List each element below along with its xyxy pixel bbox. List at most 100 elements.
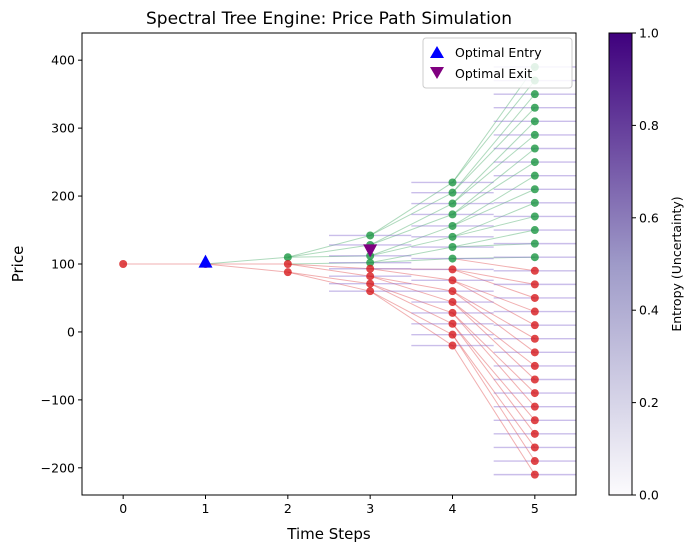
colorbar: 0.0 0.2 0.4 0.6 0.8 1.0 Entropy (Uncertainty) bbox=[608, 26, 684, 503]
price-node bbox=[530, 470, 539, 479]
colorbar-tick-label: 0.2 bbox=[639, 395, 659, 410]
price-node bbox=[448, 221, 457, 230]
y-tick-label: −200 bbox=[41, 460, 75, 475]
path-line bbox=[370, 275, 453, 292]
path-line bbox=[452, 345, 536, 475]
path-line bbox=[370, 246, 453, 264]
price-node bbox=[448, 210, 457, 219]
path-line bbox=[452, 290, 536, 340]
y-tick-label: 100 bbox=[51, 257, 75, 272]
path-line bbox=[452, 134, 536, 204]
y-tick-label: 300 bbox=[51, 121, 75, 136]
path-line bbox=[452, 312, 536, 408]
x-tick-label: 2 bbox=[284, 501, 292, 516]
path-line bbox=[287, 271, 371, 292]
path-line bbox=[452, 107, 536, 194]
price-node bbox=[448, 298, 457, 307]
colorbar-gradient bbox=[608, 32, 633, 496]
path-line bbox=[370, 268, 453, 281]
path-line bbox=[452, 323, 536, 435]
x-tick-label: 0 bbox=[119, 501, 127, 516]
price-node bbox=[530, 416, 539, 425]
path-line bbox=[370, 236, 453, 257]
price-node bbox=[366, 258, 375, 267]
price-node bbox=[530, 293, 539, 302]
path-line bbox=[452, 229, 535, 248]
price-node bbox=[530, 266, 539, 275]
price-node bbox=[366, 287, 375, 296]
price-node bbox=[530, 117, 539, 126]
x-axis-label: Time Steps bbox=[286, 525, 371, 543]
path-line bbox=[452, 243, 535, 248]
path-line bbox=[369, 290, 453, 336]
colorbar-tick-label: 0.6 bbox=[639, 210, 659, 225]
price-node bbox=[530, 212, 539, 221]
price-node bbox=[366, 279, 375, 288]
price-node bbox=[283, 253, 292, 262]
x-tick-label: 4 bbox=[449, 501, 457, 516]
price-node bbox=[530, 443, 539, 452]
path-line bbox=[452, 279, 536, 313]
price-node bbox=[530, 144, 539, 153]
legend-exit-label: Optimal Exit bbox=[455, 66, 532, 81]
path-line bbox=[369, 182, 453, 236]
price-node bbox=[448, 319, 457, 328]
path-line bbox=[452, 323, 536, 421]
path-line bbox=[452, 202, 536, 238]
legend: Optimal Entry Optimal Exit bbox=[422, 37, 573, 89]
colorbar-tick-label: 0.4 bbox=[639, 303, 659, 318]
optimal-exit-marker bbox=[363, 244, 378, 258]
path-line bbox=[452, 256, 535, 260]
path-line bbox=[452, 148, 536, 215]
path-line bbox=[369, 203, 453, 246]
path-line bbox=[287, 244, 371, 258]
path-line bbox=[452, 215, 535, 238]
path-line bbox=[452, 120, 536, 204]
path-line bbox=[370, 275, 453, 303]
y-axis: −200 −100 0 100 200 300 400 bbox=[41, 53, 82, 475]
price-node bbox=[448, 276, 457, 285]
price-node bbox=[530, 253, 539, 262]
price-node bbox=[530, 375, 539, 384]
y-tick-label: 200 bbox=[51, 189, 75, 204]
path-line bbox=[205, 256, 288, 265]
price-node bbox=[530, 402, 539, 411]
path-line bbox=[452, 258, 535, 272]
legend-box bbox=[422, 37, 573, 89]
price-node bbox=[530, 348, 539, 357]
colorbar-tick-label: 0.0 bbox=[639, 488, 659, 503]
path-line bbox=[452, 188, 536, 227]
price-node bbox=[448, 308, 457, 317]
path-line bbox=[369, 213, 453, 246]
price-node bbox=[530, 457, 539, 466]
price-node bbox=[530, 130, 539, 139]
path-line bbox=[452, 290, 536, 353]
y-tick-label: −100 bbox=[41, 392, 75, 407]
x-tick-label: 1 bbox=[202, 501, 210, 516]
path-line bbox=[205, 263, 288, 273]
path-line bbox=[287, 271, 371, 285]
path-line bbox=[287, 263, 371, 270]
price-node bbox=[119, 260, 128, 268]
price-node bbox=[530, 361, 539, 370]
path-line bbox=[287, 255, 371, 258]
plot-area bbox=[119, 62, 576, 479]
price-node bbox=[530, 239, 539, 248]
path-line bbox=[369, 290, 453, 346]
path-line bbox=[452, 301, 536, 367]
price-node bbox=[530, 321, 539, 330]
path-line bbox=[452, 93, 536, 193]
price-node bbox=[283, 268, 292, 277]
price-node bbox=[448, 243, 457, 252]
y-axis-label: Price bbox=[9, 246, 27, 283]
price-node bbox=[448, 178, 457, 187]
price-nodes bbox=[119, 62, 539, 479]
path-line bbox=[369, 192, 453, 236]
price-node bbox=[283, 260, 292, 268]
path-line bbox=[452, 268, 535, 299]
colorbar-label: Entropy (Uncertainty) bbox=[669, 196, 684, 331]
price-node bbox=[448, 341, 457, 350]
legend-exit-marker bbox=[430, 67, 444, 79]
y-tick-label: 0 bbox=[67, 324, 75, 339]
price-node bbox=[448, 254, 457, 263]
